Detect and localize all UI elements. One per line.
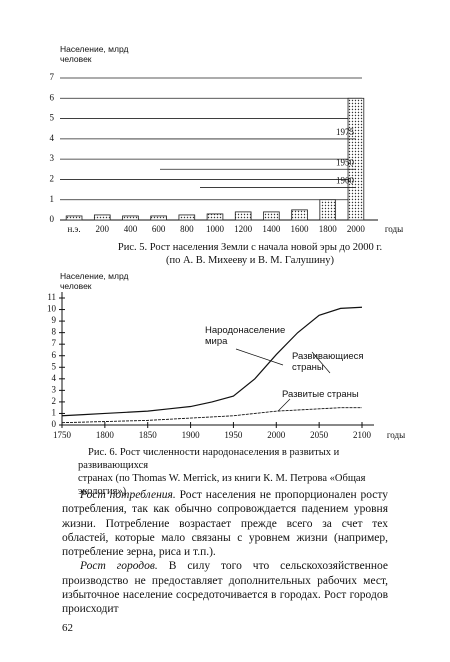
y-axis-label: Население, млрд человек (60, 44, 129, 64)
x-axis-label: годы (385, 224, 403, 234)
y-tick-label: 1 (50, 194, 55, 204)
x-tick-label: 200 (96, 224, 110, 234)
caption-line: (по А. В. Михееву и В. М. Галушину) (165, 255, 335, 266)
y-tick-label: 11 (47, 292, 56, 302)
y-tick-label: 3 (50, 153, 55, 163)
paragraph: Рост городов. В силу того что сельскохоз… (62, 559, 388, 616)
y-tick-label: 10 (47, 304, 57, 314)
y-tick-label: 0 (52, 419, 57, 429)
x-tick-label: 1200 (234, 224, 253, 234)
lead: Рост городов. (80, 560, 158, 573)
x-tick-label: 1900 (182, 430, 201, 440)
x-tick-label: 1950 (224, 430, 243, 440)
y-tick-label: 7 (50, 72, 55, 82)
caption-line: странах (по Thomas W. Merrick, из книги … (78, 473, 366, 497)
bar (291, 209, 308, 221)
series-label: Развитые страны (282, 389, 359, 400)
y-tick-label: 5 (52, 361, 57, 371)
bar (234, 211, 252, 221)
x-tick-label: 1750 (53, 430, 72, 440)
caption-line: Рис. 5. Рост населения Земли с начала но… (117, 242, 383, 253)
y-tick-label: 2 (50, 173, 55, 183)
x-tick-label: н.э. (67, 224, 80, 234)
bar (93, 214, 111, 221)
bar (319, 199, 337, 221)
y-tick-label: 9 (52, 315, 57, 325)
x-tick-label: 2100 (353, 430, 372, 440)
y-tick-label: 2 (52, 396, 57, 406)
x-tick-label: 1600 (291, 224, 310, 234)
caption: Рис. 6. Рост численности народонаселения… (78, 446, 398, 498)
annotation: Развивающиеся страны (292, 351, 364, 373)
annotation: 1900 (336, 176, 355, 186)
y-axis-label: Население, млрд человек (60, 271, 129, 291)
x-tick-label: 1000 (206, 224, 225, 234)
bar (65, 215, 83, 221)
bar (122, 215, 139, 221)
series-label: Народонаселение мира (205, 325, 286, 347)
y-tick-label: 4 (50, 133, 55, 143)
leader (235, 348, 284, 366)
bar (178, 214, 196, 221)
y-tick-label: 8 (52, 327, 57, 337)
page-number: 62 (62, 622, 73, 634)
caption: Рис. 5. Рост населения Земли с начала но… (85, 241, 415, 267)
y-tick-label: 7 (52, 338, 57, 348)
leader (277, 398, 291, 412)
caption-line: Рис. 6. Рост численности народонаселения… (78, 447, 340, 471)
y-tick-label: 4 (52, 373, 57, 383)
x-tick-label: 800 (180, 224, 194, 234)
bar (150, 215, 167, 221)
body-text: Рост потребления. Рост населения не проп… (62, 488, 388, 617)
bar (263, 211, 280, 221)
x-tick-label: 1850 (139, 430, 158, 440)
y-tick-label: 0 (50, 214, 55, 224)
bar (347, 97, 365, 221)
series-line (61, 407, 362, 424)
text: Рост населения не пропорционален росту п… (62, 489, 389, 559)
y-tick-label: 1 (52, 408, 57, 418)
text: В силу того что сельскохозяйственное про… (62, 560, 388, 616)
x-tick-label: 2050 (310, 430, 329, 440)
y-tick-label: 5 (50, 113, 55, 123)
x-tick-label: 2000 (267, 430, 286, 440)
y-tick-label: 3 (52, 384, 57, 394)
x-axis-label: годы (387, 430, 405, 440)
series-line (61, 306, 363, 417)
x-tick-label: 1800 (96, 430, 115, 440)
x-tick-label: 1800 (319, 224, 338, 234)
bar (206, 213, 224, 221)
annotation: 1950 (336, 157, 355, 167)
annotation: 1975 (336, 127, 355, 137)
y-tick-label: 6 (50, 92, 55, 102)
x-tick-label: 600 (152, 224, 166, 234)
lead: Рост потребления. (80, 489, 176, 501)
paragraph: Рост потребления. Рост населения не проп… (62, 488, 388, 559)
x-tick-label: 2000 (347, 224, 366, 234)
leader (311, 351, 331, 374)
x-tick-label: 400 (124, 224, 138, 234)
x-tick-label: 1400 (262, 224, 281, 234)
y-tick-label: 6 (52, 350, 57, 360)
